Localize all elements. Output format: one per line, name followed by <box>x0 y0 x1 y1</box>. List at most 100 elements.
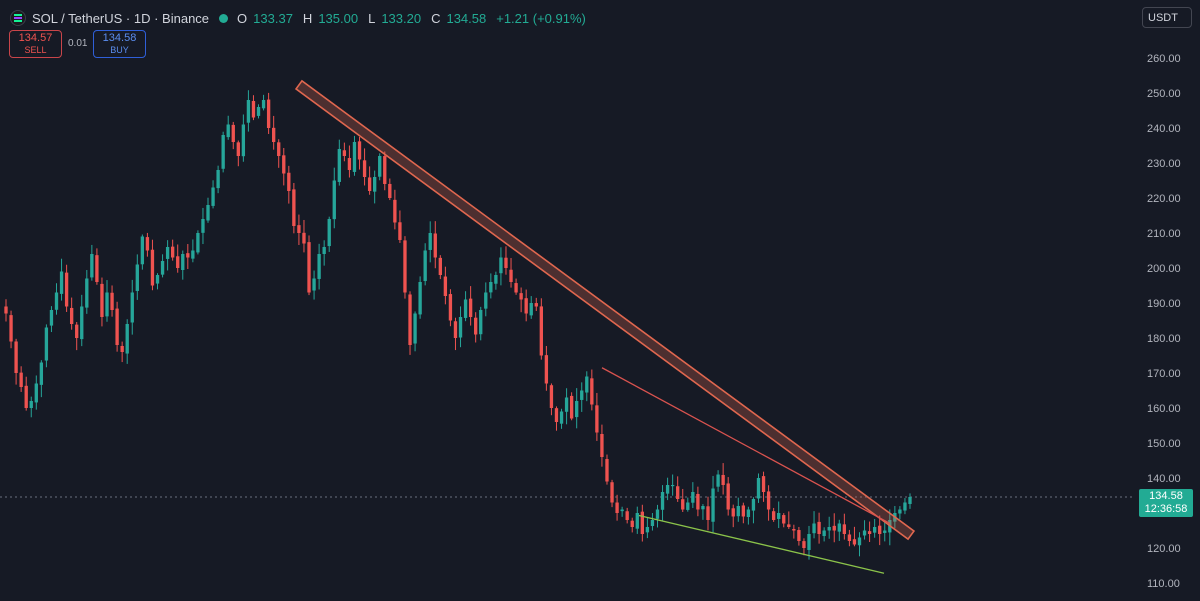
candle-body <box>908 496 912 504</box>
candle-body <box>524 298 528 314</box>
candle-countdown: 12:36:58 <box>1144 503 1188 515</box>
candle-body <box>837 523 841 532</box>
candle-body <box>696 493 700 510</box>
candle-body <box>125 324 129 354</box>
candle-body <box>150 249 155 286</box>
price-tick-label: 230.00 <box>1147 158 1181 170</box>
drawings-layer[interactable] <box>294 79 916 574</box>
buy-label: BUY <box>110 45 129 55</box>
candle-body <box>756 478 761 499</box>
wedge-lower-trendline[interactable] <box>638 514 885 574</box>
candle-body <box>271 127 276 142</box>
candle-body <box>327 219 331 247</box>
candle-body <box>135 264 139 291</box>
candle-body <box>29 401 33 409</box>
candle-body <box>64 272 69 307</box>
candle-body <box>645 527 650 533</box>
candle-body <box>75 324 79 338</box>
candle-body <box>686 502 690 510</box>
candle-body <box>509 269 513 282</box>
candle-body <box>418 282 422 315</box>
price-axis[interactable]: 260.00 250.00 240.00 230.00 220.00 210.00 200.… <box>1147 53 1181 590</box>
low-label: L <box>368 10 376 26</box>
candle-body <box>181 254 185 270</box>
price-tick-label: 250.00 <box>1147 88 1181 100</box>
high-label: H <box>302 10 313 26</box>
candle-body <box>761 476 766 492</box>
candle-body <box>595 405 599 433</box>
candle-body <box>211 187 215 206</box>
candle-body <box>95 255 99 282</box>
candle-body <box>236 142 240 156</box>
wedge-upper-trendline[interactable] <box>601 367 891 525</box>
candle-body <box>620 509 624 512</box>
candle-body <box>408 294 412 345</box>
price-tick-label: 190.00 <box>1147 298 1181 310</box>
candle-body <box>681 499 685 510</box>
sell-button[interactable]: 134.57 SELL <box>9 30 62 58</box>
candle-body <box>872 527 877 533</box>
candle-body <box>549 385 554 408</box>
candle-body <box>19 372 23 387</box>
price-tick-label: 240.00 <box>1147 123 1181 135</box>
candle-body <box>110 292 114 310</box>
candle-body <box>529 303 533 316</box>
currency-selector[interactable]: USDT <box>1142 7 1192 28</box>
candle-body <box>691 492 695 503</box>
candle-body <box>569 395 574 419</box>
candle-body <box>903 502 907 511</box>
price-tick-label: 220.00 <box>1147 193 1181 205</box>
candle-body <box>226 124 230 138</box>
candle-body <box>85 278 89 308</box>
symbol-title[interactable]: SOL / TetherUS · 1D · Binance <box>32 10 210 26</box>
price-tick-label: 140.00 <box>1147 473 1181 485</box>
buy-price: 134.58 <box>102 32 137 44</box>
candle-body <box>120 345 124 352</box>
candle-body <box>878 525 882 534</box>
candle-body <box>817 521 821 534</box>
candle-body <box>145 237 150 251</box>
candle-body <box>777 513 781 519</box>
candle-body <box>655 509 660 519</box>
candle-body <box>812 523 816 534</box>
candle-body <box>342 150 347 156</box>
candle-body <box>39 362 44 385</box>
candle-body <box>186 253 190 258</box>
candle-body <box>332 180 336 220</box>
candle-body <box>463 299 468 318</box>
candle-body <box>196 233 200 253</box>
candle-body <box>605 459 609 482</box>
candle-body <box>4 306 8 314</box>
candle-body <box>206 205 210 221</box>
candle-body <box>277 142 281 156</box>
candle-body <box>474 317 478 335</box>
candle-body <box>448 294 453 321</box>
change-value: +1.21 (+0.91%) <box>496 10 586 26</box>
candle-body <box>347 158 352 170</box>
candle-body <box>807 534 811 550</box>
candle-body <box>802 541 806 548</box>
low-value: 133.20 <box>381 10 422 26</box>
candle-body <box>54 292 59 310</box>
candle-body <box>883 530 887 533</box>
candle-body <box>352 142 357 172</box>
candle-body <box>600 433 604 457</box>
candle-body <box>9 315 13 342</box>
candle-body <box>842 524 847 534</box>
candle-body <box>721 474 725 485</box>
candle-body <box>741 505 746 517</box>
candle-body <box>292 189 296 226</box>
candle-body <box>670 485 675 487</box>
candle-body <box>24 385 28 408</box>
price-tick-label: 150.00 <box>1147 438 1181 450</box>
price-tick-label: 160.00 <box>1147 403 1181 415</box>
candle-body <box>519 293 523 300</box>
buy-button[interactable]: 134.58 BUY <box>93 30 146 58</box>
sell-price: 134.57 <box>18 32 53 44</box>
downtrend-channel[interactable] <box>294 79 916 541</box>
candle-body <box>221 135 225 169</box>
candle-body <box>559 411 564 424</box>
candle-body <box>554 408 559 422</box>
price-tick-label: 180.00 <box>1147 333 1181 345</box>
